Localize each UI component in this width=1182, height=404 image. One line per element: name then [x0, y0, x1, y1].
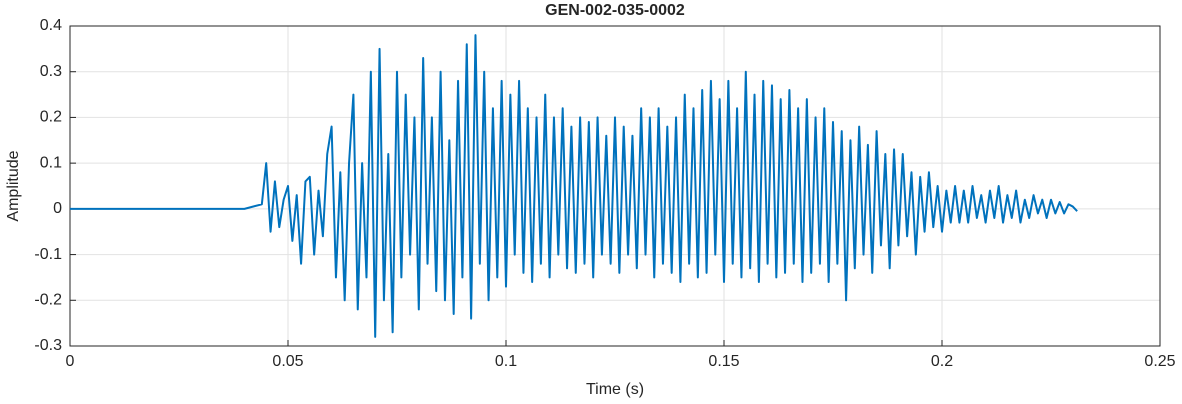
y-tick-label: -0.1 [34, 246, 62, 263]
x-tick-label: 0 [66, 353, 75, 370]
y-tick-label: -0.3 [34, 337, 62, 354]
x-tick-label: 0.05 [272, 353, 303, 370]
chart-title: GEN-002-035-0002 [545, 2, 685, 19]
plot-frame [69, 25, 1161, 347]
waveform-line [70, 34, 1078, 338]
x-tick-label: 0.2 [931, 353, 953, 370]
y-tick-label: 0.2 [40, 109, 62, 126]
y-tick-label: 0.1 [40, 154, 62, 171]
y-tick-label: 0.3 [40, 63, 62, 80]
x-tick-label: 0.1 [495, 353, 517, 370]
y-tick-label: -0.2 [34, 292, 62, 309]
x-tick-label: 0.25 [1144, 353, 1175, 370]
y-tick-label: 0.4 [40, 17, 62, 34]
x-tick-label: 0.15 [708, 353, 739, 370]
x-axis-label: Time (s) [586, 381, 644, 398]
y-axis-label: Amplitude [5, 150, 22, 221]
y-tick-label: 0 [53, 200, 62, 217]
